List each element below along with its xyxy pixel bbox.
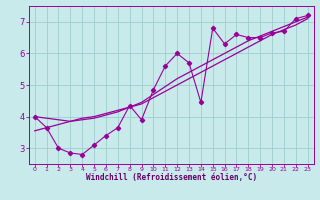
X-axis label: Windchill (Refroidissement éolien,°C): Windchill (Refroidissement éolien,°C): [86, 173, 257, 182]
